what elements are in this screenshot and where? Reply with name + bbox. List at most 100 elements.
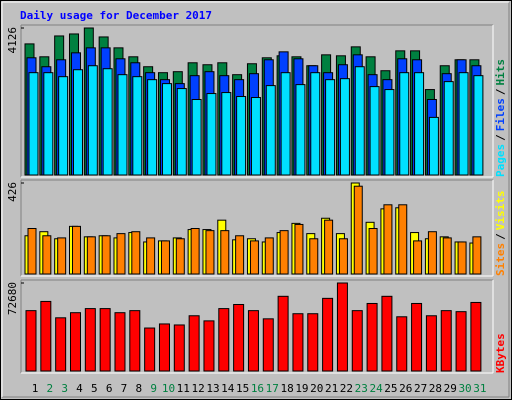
bar [173, 324, 185, 372]
bar [206, 93, 217, 176]
x-tick-label: 20 [310, 382, 323, 395]
x-tick-label: 13 [206, 382, 219, 395]
bar [265, 85, 276, 176]
bar [442, 237, 452, 275]
x-tick-label: 12 [192, 382, 205, 395]
legend-entry: Sites [494, 243, 507, 276]
bar [43, 72, 54, 176]
bar [339, 78, 350, 176]
bar [443, 81, 454, 176]
bar [99, 308, 111, 372]
x-tick-label: 2 [47, 382, 54, 395]
bar [338, 238, 348, 275]
bar [161, 83, 172, 176]
bar [457, 241, 467, 275]
bar [411, 302, 423, 372]
bar [455, 311, 467, 372]
x-tick-label: 25 [384, 382, 397, 395]
bar [117, 74, 128, 176]
bar [368, 228, 378, 275]
bar [218, 308, 230, 372]
x-tick-label: 17 [266, 382, 279, 395]
bar [295, 84, 306, 176]
bar [233, 303, 245, 372]
bar [101, 235, 111, 275]
legend-entry: Files [494, 98, 507, 131]
chart-title: Daily usage for December 2017 [20, 9, 212, 22]
bar [57, 237, 67, 275]
bar [277, 295, 289, 372]
bar [307, 313, 319, 372]
bar [280, 72, 291, 176]
legend-entry: Hits [494, 59, 507, 86]
x-tick-label: 21 [325, 382, 338, 395]
bar [116, 233, 126, 275]
bar [440, 310, 452, 372]
legend: KBytes [494, 333, 507, 373]
x-tick-label: 4 [76, 382, 83, 395]
bar [324, 219, 334, 275]
x-tick-label: 10 [162, 382, 175, 395]
bar [369, 86, 380, 176]
bar [294, 223, 304, 275]
x-tick-label: 1 [32, 382, 39, 395]
x-tick-label: 8 [135, 382, 142, 395]
x-tick-label: 18 [280, 382, 293, 395]
bar [203, 320, 215, 372]
bar [71, 225, 81, 275]
x-tick-label: 28 [429, 382, 442, 395]
bar [132, 76, 143, 176]
bar [87, 65, 98, 176]
bar [427, 231, 437, 275]
bar [131, 231, 141, 275]
x-tick-label: 31 [473, 382, 486, 395]
bar [102, 68, 113, 176]
bar [472, 236, 482, 275]
bar [292, 313, 304, 372]
x-tick-label: 22 [340, 382, 353, 395]
y-tick-label: 426 [6, 182, 19, 202]
bar [160, 240, 170, 275]
bar [473, 75, 484, 176]
bar [146, 237, 156, 275]
bar [236, 96, 247, 176]
bar [114, 312, 126, 372]
legend-separator: / [494, 134, 507, 141]
x-tick-label: 9 [150, 382, 157, 395]
bar [220, 230, 230, 275]
bar [322, 297, 334, 372]
bar [384, 89, 395, 176]
bar [264, 237, 274, 275]
bar [27, 228, 37, 275]
bar [40, 300, 52, 372]
x-tick-label: 27 [414, 382, 427, 395]
bar [69, 312, 81, 372]
legend: Sites / Visits [494, 191, 507, 277]
bar [413, 240, 423, 275]
bar [250, 97, 261, 176]
x-tick-label: 7 [121, 382, 128, 395]
bar [55, 317, 67, 372]
bar [399, 72, 410, 176]
bar [351, 310, 363, 372]
bar [325, 79, 336, 176]
bar [25, 310, 37, 372]
bar [414, 72, 425, 176]
bar [425, 315, 437, 372]
bar [249, 240, 259, 275]
bar [191, 99, 202, 176]
bar [84, 308, 96, 372]
bar [470, 301, 482, 372]
bar [262, 318, 274, 372]
bar [428, 116, 439, 176]
x-tick-label: 14 [221, 382, 235, 395]
x-tick-label: 15 [236, 382, 249, 395]
x-tick-label: 5 [91, 382, 98, 395]
bar [129, 310, 141, 372]
bar [205, 230, 215, 275]
x-tick-label: 6 [106, 382, 113, 395]
bar [86, 236, 96, 275]
bar [354, 66, 365, 176]
bar [381, 295, 393, 372]
